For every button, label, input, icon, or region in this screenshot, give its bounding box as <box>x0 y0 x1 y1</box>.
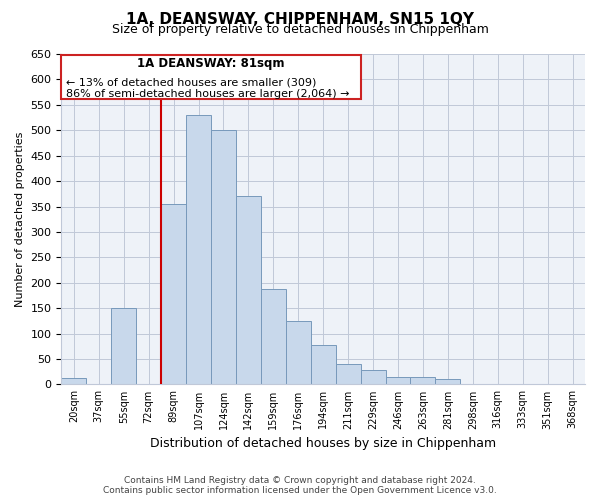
Bar <box>236 196 261 384</box>
Bar <box>410 378 436 384</box>
Text: 1A, DEANSWAY, CHIPPENHAM, SN15 1QY: 1A, DEANSWAY, CHIPPENHAM, SN15 1QY <box>126 12 474 28</box>
Bar <box>286 321 311 384</box>
Bar <box>386 378 410 384</box>
Bar <box>311 345 335 385</box>
X-axis label: Distribution of detached houses by size in Chippenham: Distribution of detached houses by size … <box>150 437 496 450</box>
Bar <box>161 204 186 384</box>
Y-axis label: Number of detached properties: Number of detached properties <box>15 132 25 307</box>
Bar <box>361 370 386 384</box>
FancyBboxPatch shape <box>61 55 361 98</box>
Bar <box>261 290 286 384</box>
Text: Contains HM Land Registry data © Crown copyright and database right 2024.
Contai: Contains HM Land Registry data © Crown c… <box>103 476 497 495</box>
Text: 1A DEANSWAY: 81sqm: 1A DEANSWAY: 81sqm <box>137 57 285 70</box>
Text: 86% of semi-detached houses are larger (2,064) →: 86% of semi-detached houses are larger (… <box>67 88 350 99</box>
Bar <box>61 378 86 384</box>
Text: ← 13% of detached houses are smaller (309): ← 13% of detached houses are smaller (30… <box>67 78 317 88</box>
Bar <box>186 115 211 384</box>
Text: Size of property relative to detached houses in Chippenham: Size of property relative to detached ho… <box>112 24 488 36</box>
Bar <box>335 364 361 384</box>
Bar <box>436 380 460 384</box>
Bar <box>211 130 236 384</box>
Bar <box>111 308 136 384</box>
